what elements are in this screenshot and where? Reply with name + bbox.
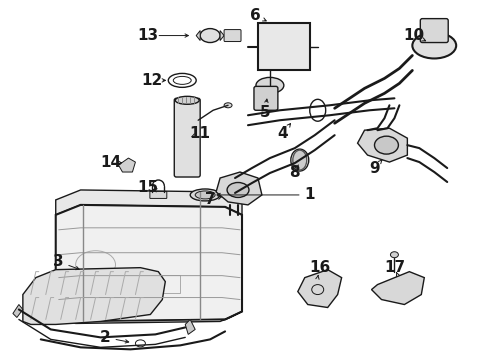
Text: 3: 3	[53, 254, 64, 269]
Polygon shape	[358, 128, 407, 162]
Text: 9: 9	[369, 161, 380, 176]
Ellipse shape	[200, 28, 220, 42]
Polygon shape	[119, 158, 135, 172]
Ellipse shape	[175, 96, 199, 104]
FancyBboxPatch shape	[224, 30, 241, 41]
Bar	[258, 23, 310, 71]
FancyBboxPatch shape	[420, 19, 448, 42]
Polygon shape	[23, 268, 165, 324]
Ellipse shape	[256, 77, 284, 93]
Ellipse shape	[293, 150, 307, 170]
FancyBboxPatch shape	[174, 98, 200, 177]
Text: 17: 17	[384, 260, 405, 275]
Text: 8: 8	[290, 165, 300, 180]
Polygon shape	[56, 311, 242, 323]
Polygon shape	[196, 31, 200, 41]
Polygon shape	[56, 190, 242, 215]
Ellipse shape	[227, 183, 249, 197]
Polygon shape	[56, 205, 242, 321]
Ellipse shape	[391, 252, 398, 258]
FancyBboxPatch shape	[150, 192, 167, 198]
Bar	[146, 275, 180, 293]
Text: 5: 5	[260, 105, 270, 120]
Text: 15: 15	[138, 180, 159, 195]
Ellipse shape	[190, 189, 220, 201]
Text: 13: 13	[138, 28, 159, 43]
Text: 12: 12	[142, 73, 163, 88]
Ellipse shape	[195, 191, 215, 199]
Polygon shape	[216, 172, 262, 205]
Ellipse shape	[224, 103, 232, 108]
Polygon shape	[13, 305, 23, 318]
FancyBboxPatch shape	[254, 86, 278, 110]
Text: 4: 4	[277, 126, 288, 141]
Text: 2: 2	[100, 330, 111, 345]
Text: 1: 1	[304, 188, 315, 202]
Text: 11: 11	[190, 126, 211, 141]
Polygon shape	[220, 31, 224, 41]
Polygon shape	[371, 272, 424, 305]
Polygon shape	[185, 319, 195, 334]
Text: 10: 10	[404, 28, 425, 43]
Ellipse shape	[413, 32, 456, 58]
Polygon shape	[298, 270, 342, 307]
Text: 6: 6	[249, 8, 260, 23]
Text: 16: 16	[309, 260, 330, 275]
Text: 14: 14	[100, 154, 121, 170]
Ellipse shape	[374, 136, 398, 154]
Text: 7: 7	[205, 193, 216, 207]
